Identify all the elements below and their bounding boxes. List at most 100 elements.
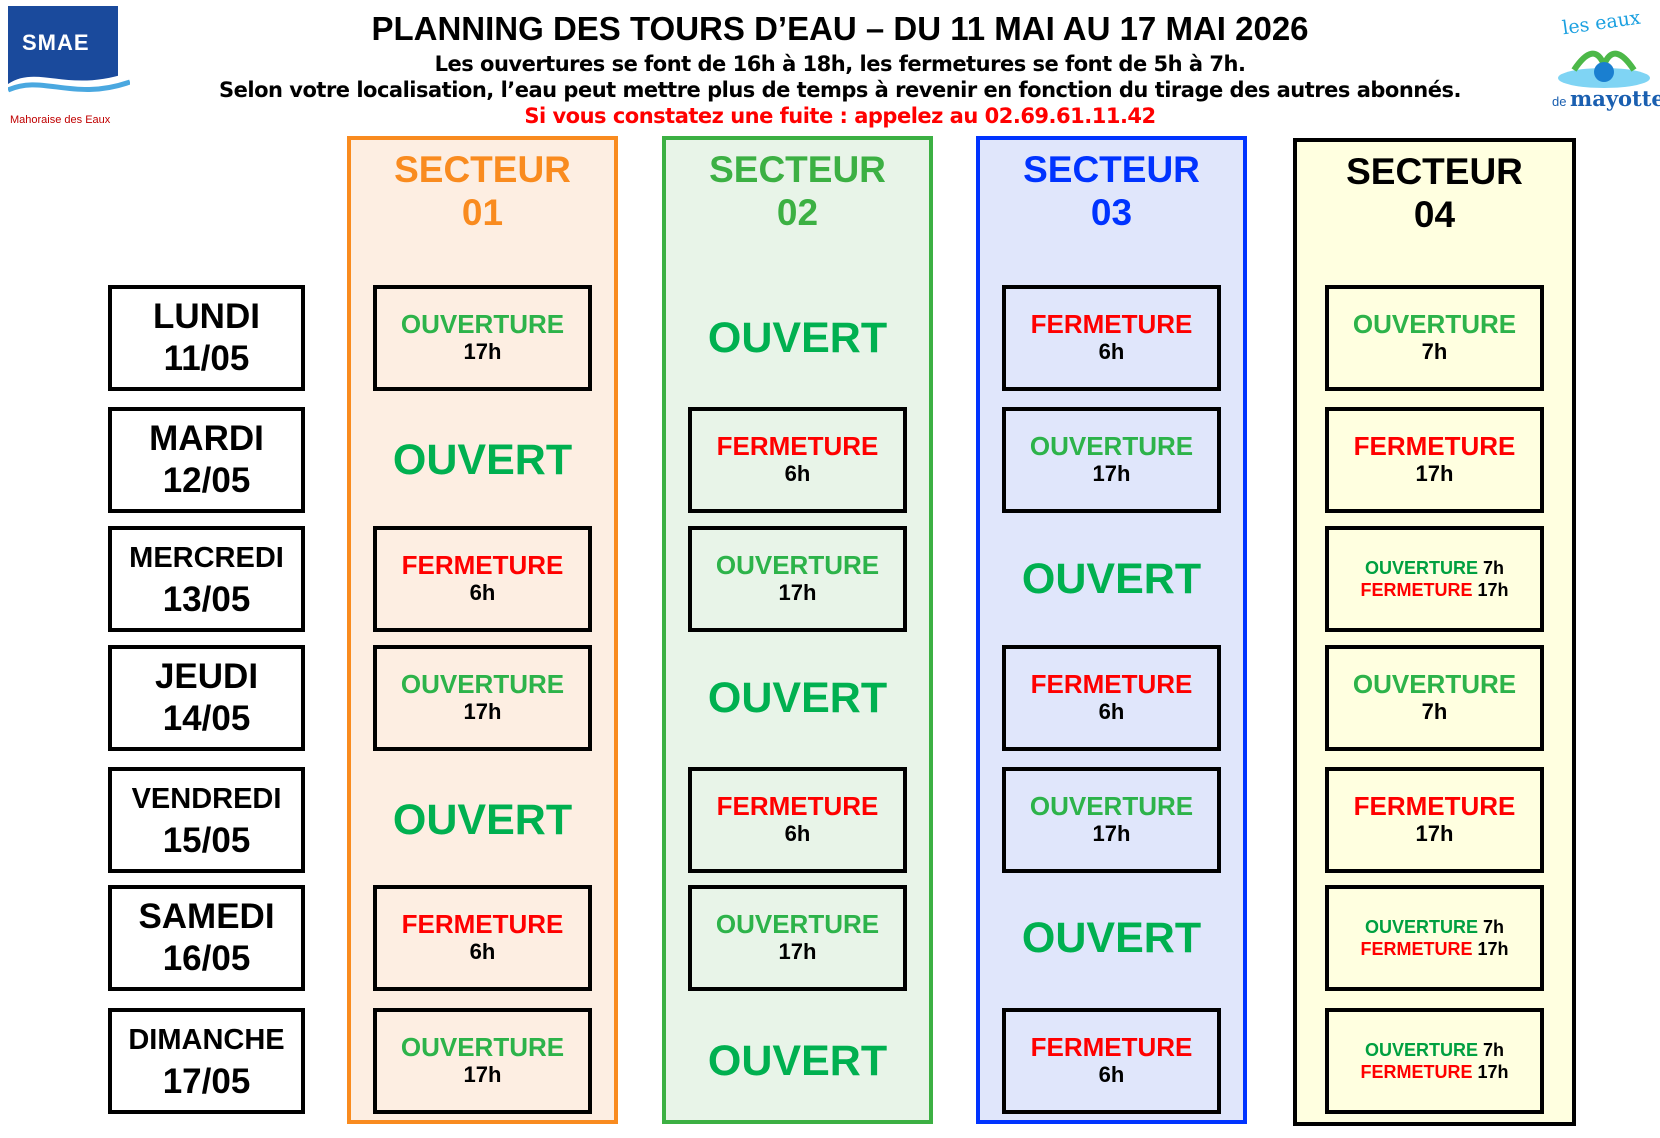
ouverture-label: OUVERTURE (715, 550, 880, 580)
ouverture-time: 7h (1421, 699, 1448, 724)
ouvert-label: OUVERT (392, 435, 573, 484)
ouverture-label: OUVERTURE (1364, 917, 1478, 937)
fermeture-time: 6h (469, 580, 496, 605)
status-fermeture: FERMETURE 17h (1325, 407, 1544, 513)
status-both: OUVERTURE 7h FERMETURE 17h (1325, 1008, 1544, 1114)
ouverture-time: 17h (1092, 821, 1131, 846)
status-fermeture: FERMETURE 6h (1002, 645, 1221, 751)
status-ouverture: OUVERTURE 17h (688, 885, 907, 991)
ouvert-label: OUVERT (707, 313, 888, 362)
status-fermeture: FERMETURE 17h (1325, 767, 1544, 873)
status-fermeture: FERMETURE 6h (688, 767, 907, 873)
location-note: Selon votre localisation, l’eau peut met… (219, 78, 1461, 102)
ouverture-time: 17h (1092, 461, 1131, 486)
sector-04: SECTEUR 04 (1293, 138, 1576, 1126)
sector-header: SECTEUR 01 (351, 148, 614, 234)
day-label-mardi: MARDI 12/05 (108, 407, 305, 513)
water-drop-icon (1558, 50, 1650, 88)
status-fermeture: FERMETURE 6h (373, 885, 592, 991)
status-both: OUVERTURE 7h FERMETURE 17h (1325, 526, 1544, 632)
day-name: SAMEDI (138, 897, 275, 936)
ouverture-time: 17h (463, 1062, 502, 1087)
status-ouvert: OUVERT (347, 767, 618, 873)
status-ouverture: OUVERTURE 17h (688, 526, 907, 632)
ouvert-label: OUVERT (1021, 913, 1202, 962)
fermeture-time: 6h (1098, 699, 1125, 724)
fermeture-label: FERMETURE (401, 909, 564, 939)
status-ouvert: OUVERT (662, 1008, 933, 1114)
sector-header: SECTEUR 03 (980, 148, 1243, 234)
status-fermeture: FERMETURE 6h (688, 407, 907, 513)
status-ouverture: OUVERTURE 17h (1002, 767, 1221, 873)
ouverture-label: OUVERTURE (400, 669, 565, 699)
status-ouverture: OUVERTURE 17h (373, 1008, 592, 1114)
day-date: 15/05 (162, 821, 251, 860)
fermeture-label: FERMETURE (1353, 791, 1516, 821)
fermeture-label: FERMETURE (1360, 580, 1473, 600)
fermeture-label: FERMETURE (1030, 309, 1193, 339)
smae-tagline: Mahoraise des Eaux (10, 114, 111, 126)
fermeture-time: 17h (1477, 939, 1509, 959)
ouvert-label: OUVERT (1021, 554, 1202, 603)
ouverture-label: OUVERTURE (715, 909, 880, 939)
day-name: MERCREDI (129, 542, 284, 574)
day-label-jeudi: JEUDI 14/05 (108, 645, 305, 751)
ouverture-time: 7h (1483, 558, 1505, 578)
ouvert-label: OUVERT (707, 1036, 888, 1085)
sector-header: SECTEUR 02 (666, 148, 929, 234)
fermeture-time: 6h (469, 939, 496, 964)
fermeture-time: 6h (784, 461, 811, 486)
fermeture-time: 6h (1098, 1062, 1125, 1087)
day-name: DIMANCHE (128, 1024, 285, 1056)
wave-icon (8, 72, 130, 104)
fermeture-label: FERMETURE (401, 550, 564, 580)
fermeture-time: 17h (1477, 1062, 1509, 1082)
sector-number: 04 (1413, 194, 1456, 235)
day-date: 17/05 (162, 1062, 251, 1101)
sector-header: SECTEUR 04 (1297, 150, 1572, 236)
status-ouvert: OUVERT (662, 645, 933, 751)
status-ouvert: OUVERT (347, 407, 618, 513)
fermeture-label: FERMETURE (1360, 1062, 1473, 1082)
fermeture-label: FERMETURE (1030, 1032, 1193, 1062)
ouverture-time: 7h (1483, 1040, 1505, 1060)
sector-number: 02 (776, 192, 819, 233)
sector-label: SECTEUR (709, 149, 886, 190)
ouverture-time: 17h (778, 939, 817, 964)
day-name: LUNDI (153, 297, 260, 336)
ouvert-label: OUVERT (392, 795, 573, 844)
ouverture-label: OUVERTURE (1364, 1040, 1478, 1060)
day-date: 13/05 (162, 580, 251, 619)
day-date: 14/05 (162, 699, 251, 738)
smae-logo: SMAE (8, 6, 130, 104)
sector-label: SECTEUR (1023, 149, 1200, 190)
ouverture-time: 7h (1483, 917, 1505, 937)
status-ouverture: OUVERTURE 7h (1325, 285, 1544, 391)
fermeture-label: FERMETURE (716, 431, 879, 461)
ouverture-label: OUVERTURE (1352, 309, 1517, 339)
ouverture-label: OUVERTURE (1364, 558, 1478, 578)
status-ouverture: OUVERTURE 17h (373, 285, 592, 391)
fermeture-label: FERMETURE (1353, 431, 1516, 461)
ouvert-label: OUVERT (707, 673, 888, 722)
smae-logo-text: SMAE (22, 30, 90, 55)
ouverture-time: 17h (463, 339, 502, 364)
leak-phone-note: Si vous constatez une fuite : appelez au… (524, 104, 1156, 128)
status-fermeture: FERMETURE 6h (1002, 1008, 1221, 1114)
ouverture-label: OUVERTURE (400, 309, 565, 339)
day-date: 12/05 (162, 461, 251, 500)
sector-label: SECTEUR (1346, 151, 1523, 192)
ouverture-label: OUVERTURE (400, 1032, 565, 1062)
day-label-mercredi: MERCREDI 13/05 (108, 526, 305, 632)
sector-number: 03 (1090, 192, 1133, 233)
day-label-dimanche: DIMANCHE 17/05 (108, 1008, 305, 1114)
status-ouvert: OUVERT (976, 885, 1247, 991)
ouverture-time: 17h (463, 699, 502, 724)
ouverture-time: 17h (778, 580, 817, 605)
fermeture-time: 17h (1415, 461, 1454, 486)
page-title: PLANNING DES TOURS D’EAU – DU 11 MAI AU … (371, 10, 1309, 47)
fermeture-label: FERMETURE (1360, 939, 1473, 959)
sector-number: 01 (461, 192, 504, 233)
ouverture-time: 7h (1421, 339, 1448, 364)
